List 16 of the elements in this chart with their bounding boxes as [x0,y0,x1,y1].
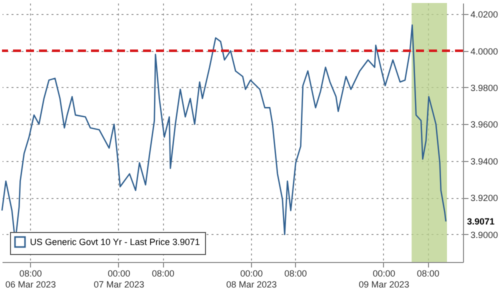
x-tick-label: 08:00 [284,268,307,278]
text: 3.9071 [467,216,495,226]
x-tick-label: 00:00 08 Mar 2023 [226,268,277,290]
y-tick-label: 3.9400 [470,156,498,166]
y-tick-label: 3.9200 [470,193,498,204]
y-tick-label: 4.0000 [470,46,498,56]
y-tick-label: 4.0200 [470,10,498,20]
x-tick-label: 00:00 07 Mar 2023 [94,268,144,290]
y-tick-label: 3.9600 [470,120,498,130]
y-tick-label: 3.9800 [470,82,498,93]
legend-label: US Generic Govt 10 Yr - Last Price 3.9071 [30,237,200,247]
y-tick-label: 3.9000 [470,230,498,240]
x-tick-label: 00:00 09 Mar 2023 [358,268,410,290]
x-tick-label: 08:00 [152,268,174,278]
x-tick-label: 08:00 06 Mar 2023 [5,268,56,290]
x-tick-label: 08:00 [416,268,440,278]
